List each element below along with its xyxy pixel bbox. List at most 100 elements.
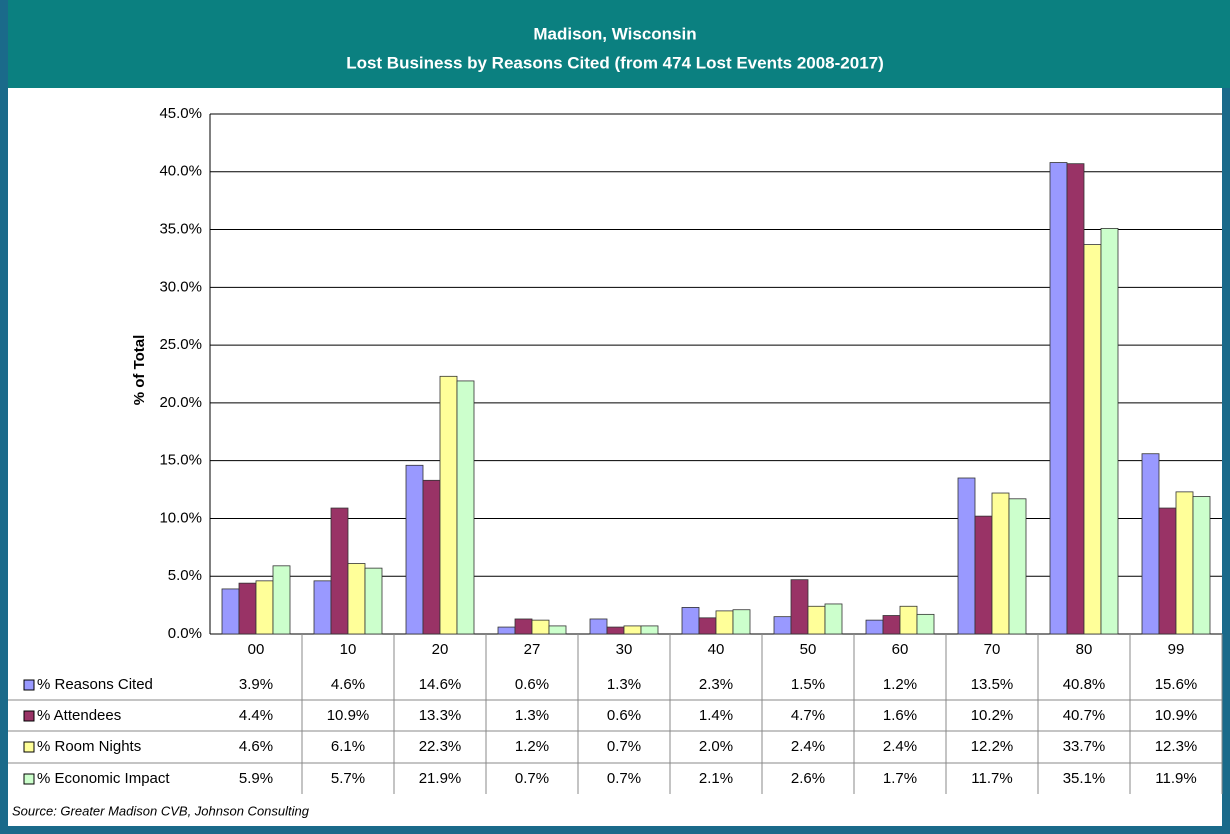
table-value: 4.7% [791, 707, 825, 724]
y-axis-label: % of Total [131, 335, 148, 406]
header [8, 0, 1230, 88]
table-value: 11.7% [971, 770, 1012, 787]
table-value: 2.4% [883, 738, 917, 755]
bar [456, 380, 475, 635]
table-value: 1.5% [791, 676, 825, 693]
bar [974, 515, 993, 635]
x-tick-label: 30 [616, 641, 633, 658]
table-value: 10.2% [971, 707, 1014, 724]
y-tick-label: 25.0% [159, 336, 202, 353]
table-value: 21.9% [419, 770, 462, 787]
x-tick-label: 70 [984, 641, 1001, 658]
table-value: 6.1% [331, 738, 365, 755]
table-value: 2.6% [791, 770, 825, 787]
x-tick-label: 99 [1168, 641, 1185, 658]
bar [991, 492, 1010, 635]
bar [698, 617, 717, 635]
x-tick-label: 20 [432, 641, 449, 658]
bar [732, 609, 751, 635]
table-value: 1.3% [515, 707, 549, 724]
table-value: 1.4% [699, 707, 733, 724]
table-value: 12.3% [1155, 738, 1198, 755]
bar [715, 610, 734, 635]
x-tick-label: 27 [524, 641, 541, 658]
bar [255, 580, 274, 635]
table-value: 5.9% [239, 770, 273, 787]
table-value: 40.8% [1063, 676, 1106, 693]
bar [1158, 507, 1177, 635]
table-value: 1.2% [883, 676, 917, 693]
bar [364, 567, 383, 635]
y-tick-label: 20.0% [159, 394, 202, 411]
bar [1083, 244, 1102, 635]
bar [330, 507, 349, 635]
chart-title: Madison, Wisconsin [533, 24, 696, 43]
y-tick-label: 35.0% [159, 221, 202, 238]
y-tick-label: 10.0% [159, 509, 202, 526]
bar [221, 588, 240, 635]
legend-swatch [23, 741, 35, 753]
x-tick-label: 10 [340, 641, 357, 658]
source: Source: Greater Madison CVB, Johnson Con… [12, 803, 310, 818]
bar [422, 479, 441, 635]
bar [439, 375, 458, 635]
bar [790, 579, 809, 635]
table-value: 35.1% [1063, 770, 1106, 787]
bar [1141, 453, 1160, 635]
bar [548, 625, 567, 635]
y-tick-label: 5.0% [168, 567, 202, 584]
table-value: 2.1% [699, 770, 733, 787]
table-value: 4.6% [239, 738, 273, 755]
bar [1049, 162, 1068, 635]
bar [916, 613, 935, 635]
table-value: 4.6% [331, 676, 365, 693]
table-value: 15.6% [1155, 676, 1198, 693]
table-value: 0.7% [607, 770, 641, 787]
bar [865, 619, 884, 635]
table-value: 2.4% [791, 738, 825, 755]
table-value: 13.5% [971, 676, 1014, 693]
table-value: 10.9% [327, 707, 370, 724]
bar [347, 563, 366, 635]
x-tick-label: 40 [708, 641, 725, 658]
table-value: 0.7% [607, 738, 641, 755]
bar [514, 618, 533, 635]
table-value: 33.7% [1063, 738, 1106, 755]
bar [497, 626, 516, 635]
bar [405, 464, 424, 635]
bar [589, 618, 608, 635]
legend-swatch [23, 773, 35, 785]
bar [807, 605, 826, 635]
table-value: 14.6% [419, 676, 462, 693]
table-value: 13.3% [419, 707, 462, 724]
y-tick-label: 30.0% [159, 278, 202, 295]
table-value: 0.6% [607, 707, 641, 724]
chart-subtitle: Lost Business by Reasons Cited (from 474… [346, 53, 884, 72]
bar [957, 477, 976, 635]
table-value: 5.7% [331, 770, 365, 787]
y-tick-label: 15.0% [159, 452, 202, 469]
table-value: 3.9% [239, 676, 273, 693]
table-value: 40.7% [1063, 707, 1106, 724]
bar [623, 625, 642, 635]
table-value: 0.6% [515, 676, 549, 693]
bar [313, 580, 332, 635]
table-value: 11.9% [1155, 770, 1196, 787]
table-value: 1.2% [515, 738, 549, 755]
table-value: 2.0% [699, 738, 733, 755]
bar [1175, 491, 1194, 635]
x-tick-label: 60 [892, 641, 909, 658]
x-tick-label: 00 [248, 641, 265, 658]
bar [1192, 496, 1211, 635]
bar [1008, 498, 1027, 635]
table-value: 22.3% [419, 738, 462, 755]
legend-label: % Attendees [37, 707, 121, 724]
bar [1100, 227, 1119, 635]
legend-label: % Economic Impact [37, 770, 170, 787]
y-tick-label: 45.0% [159, 105, 202, 122]
table-value: 12.2% [971, 738, 1014, 755]
y-tick-label: 0.0% [168, 625, 202, 642]
bar [681, 607, 700, 635]
table-value: 1.3% [607, 676, 641, 693]
legend-label: % Room Nights [37, 738, 141, 755]
